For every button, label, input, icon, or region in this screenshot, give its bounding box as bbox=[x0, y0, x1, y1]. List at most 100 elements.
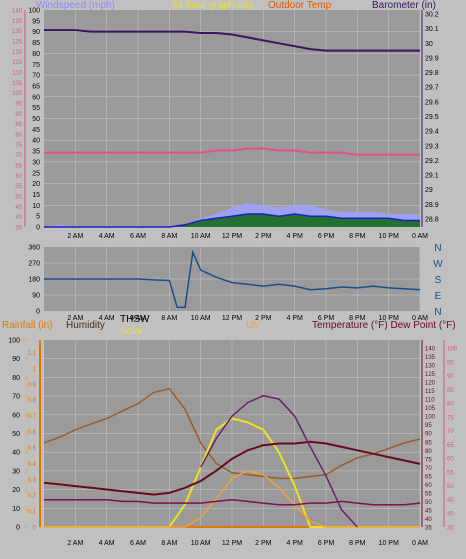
axis-tick-label: 29.6 bbox=[425, 99, 439, 106]
wind-direction-series bbox=[44, 249, 421, 309]
axis-tick-label: 15 bbox=[32, 192, 40, 199]
compass-label: S bbox=[435, 275, 442, 286]
axis-tick-label: 50 bbox=[15, 195, 22, 201]
x-tick-label: 8 AM bbox=[161, 233, 177, 240]
compass-label: E bbox=[435, 291, 442, 302]
axis-tick-label: 270 bbox=[28, 261, 40, 268]
x-tick-label: 2 AM bbox=[67, 315, 83, 322]
axis-tick-label: 29.8 bbox=[425, 70, 439, 77]
x-tick-label: 12 PM bbox=[222, 540, 242, 547]
axis-tick-label: 135 bbox=[12, 19, 23, 25]
axis-tick-label: 90 bbox=[15, 112, 22, 118]
axis-tick-label: 85 bbox=[15, 122, 22, 128]
x-tick-label: 8 PM bbox=[349, 315, 366, 322]
bottom-series-group bbox=[43, 387, 421, 528]
axis-tick-label: 135 bbox=[425, 355, 436, 361]
axis-tick-label: 0 bbox=[33, 526, 37, 532]
axis-tick-label: 10 bbox=[12, 506, 20, 513]
bottom-grid bbox=[44, 340, 421, 527]
graph-title: 24 hour graph day bbox=[172, 0, 253, 11]
axis-tick-label: 125 bbox=[425, 372, 436, 378]
axis-tick-label: 130 bbox=[12, 29, 23, 35]
axis-tick-label: 5 bbox=[36, 214, 40, 221]
axis-tick-label: 70 bbox=[447, 429, 454, 435]
outdoor-temp-label: Outdoor Temp bbox=[268, 0, 332, 11]
axis-tick-label: 50 bbox=[425, 500, 432, 506]
axis-tick-label: 30.2 bbox=[425, 12, 439, 19]
axis-tick-label: 60 bbox=[447, 457, 454, 463]
axis-tick-label: 70 bbox=[32, 73, 40, 80]
axis-tick-label: 35 bbox=[425, 526, 432, 532]
axis-tick-label: 3 bbox=[25, 469, 29, 475]
axis-tick-label: 85 bbox=[32, 40, 40, 47]
axis-tick-label: 5 bbox=[25, 432, 29, 438]
axis-tick-label: 50 bbox=[447, 484, 454, 490]
axis-tick-label: 65 bbox=[425, 474, 432, 480]
x-tick-label: 10 AM bbox=[191, 233, 211, 240]
bottom-x-ticks: 2 AM 4 AM 6 AM 8 AM 10 AM 12 PM 2 PM 4 PM 6 PM 8 … bbox=[67, 540, 428, 547]
temperature-axis: 140 135 130 125 120 115 110 105 100 95 90 85 80 75 70 6… bbox=[425, 347, 436, 532]
axis-tick-label: 80 bbox=[447, 402, 454, 408]
axis-tick-label: 360 bbox=[28, 245, 40, 252]
axis-tick-label: 95 bbox=[425, 423, 432, 429]
axis-tick-label: 0 bbox=[16, 525, 20, 532]
gust-area bbox=[44, 214, 420, 227]
x-tick-label: 8 PM bbox=[349, 233, 366, 240]
axis-tick-label: 75 bbox=[447, 415, 454, 421]
compass-label: W bbox=[433, 259, 443, 270]
x-tick-label: 10 PM bbox=[379, 315, 399, 322]
x-tick-label: 12 PM bbox=[222, 315, 242, 322]
axis-tick-label: 75 bbox=[15, 143, 22, 149]
barometer-series bbox=[44, 29, 420, 52]
x-tick-label: 6 AM bbox=[130, 540, 146, 547]
thsw-series bbox=[200, 394, 358, 528]
x-tick-label: 10 PM bbox=[379, 233, 399, 240]
axis-tick-label: 29.1 bbox=[425, 173, 439, 180]
compass-label: N bbox=[434, 243, 441, 254]
axis-tick-label: 40 bbox=[12, 450, 20, 457]
axis-tick-label: 30 bbox=[12, 468, 20, 475]
axis-tick-label: 0 bbox=[25, 526, 29, 532]
x-tick-label: 4 AM bbox=[99, 315, 115, 322]
wind-direction-grid bbox=[44, 247, 421, 311]
axis-tick-label: 60 bbox=[15, 174, 22, 180]
x-tick-label: 0 AM bbox=[412, 315, 428, 322]
axis-tick-label: 115 bbox=[425, 389, 435, 395]
axis-tick-label: 90 bbox=[447, 374, 454, 380]
x-tick-label: 8 AM bbox=[161, 540, 177, 547]
axis-tick-label: 80 bbox=[425, 449, 432, 455]
axis-tick-label: 100 bbox=[12, 91, 23, 97]
axis-tick-label: 90 bbox=[32, 29, 40, 36]
windspeed-label: Windspeed (mph) bbox=[36, 0, 115, 11]
axis-tick-label: 75 bbox=[425, 457, 432, 463]
axis-tick-label: 28.8 bbox=[425, 217, 439, 224]
top-x-ticks: 2 AM 4 AM 6 AM 8 AM 10 AM 12 PM 2 PM 4 PM 6 PM 8 … bbox=[67, 233, 428, 240]
temperature-dewpoint-label: Temperature (°F) Dew Point (°F) bbox=[312, 320, 456, 331]
axis-tick-label: 95 bbox=[32, 18, 40, 25]
axis-tick-label: 55 bbox=[15, 184, 22, 190]
axis-tick-label: 0.6 bbox=[28, 430, 37, 436]
solar-label: Solar bbox=[120, 326, 144, 337]
axis-tick-label: 100 bbox=[425, 415, 436, 421]
x-tick-label: 4 PM bbox=[286, 540, 303, 547]
axis-tick-label: 105 bbox=[12, 81, 23, 87]
axis-tick-label: 125 bbox=[12, 40, 23, 46]
humidity-series bbox=[43, 387, 421, 480]
windspeed-axis: 0 5 10 15 20 25 30 35 40 45 50 55 60 65 70 75 80 85 90 95 10… bbox=[28, 8, 40, 232]
axis-tick-label: 2 bbox=[25, 488, 29, 494]
axis-tick-label: 0 bbox=[36, 225, 40, 232]
axis-tick-label: 90 bbox=[32, 293, 40, 300]
axis-tick-label: 45 bbox=[32, 127, 40, 134]
axis-tick-label: 29 bbox=[425, 187, 433, 194]
axis-tick-label: 90 bbox=[12, 356, 20, 363]
axis-tick-label: 40 bbox=[425, 517, 432, 523]
axis-tick-label: 0.1 bbox=[28, 510, 37, 516]
dewpoint-axis: 100 95 90 85 80 75 70 65 60 55 50 45 40 35 bbox=[447, 347, 458, 532]
axis-tick-label: 95 bbox=[447, 360, 454, 366]
axis-tick-label: 29.2 bbox=[425, 158, 439, 165]
axis-tick-label: 55 bbox=[425, 491, 432, 497]
axis-tick-label: 29.4 bbox=[425, 129, 439, 136]
axis-tick-label: 40 bbox=[32, 138, 40, 145]
